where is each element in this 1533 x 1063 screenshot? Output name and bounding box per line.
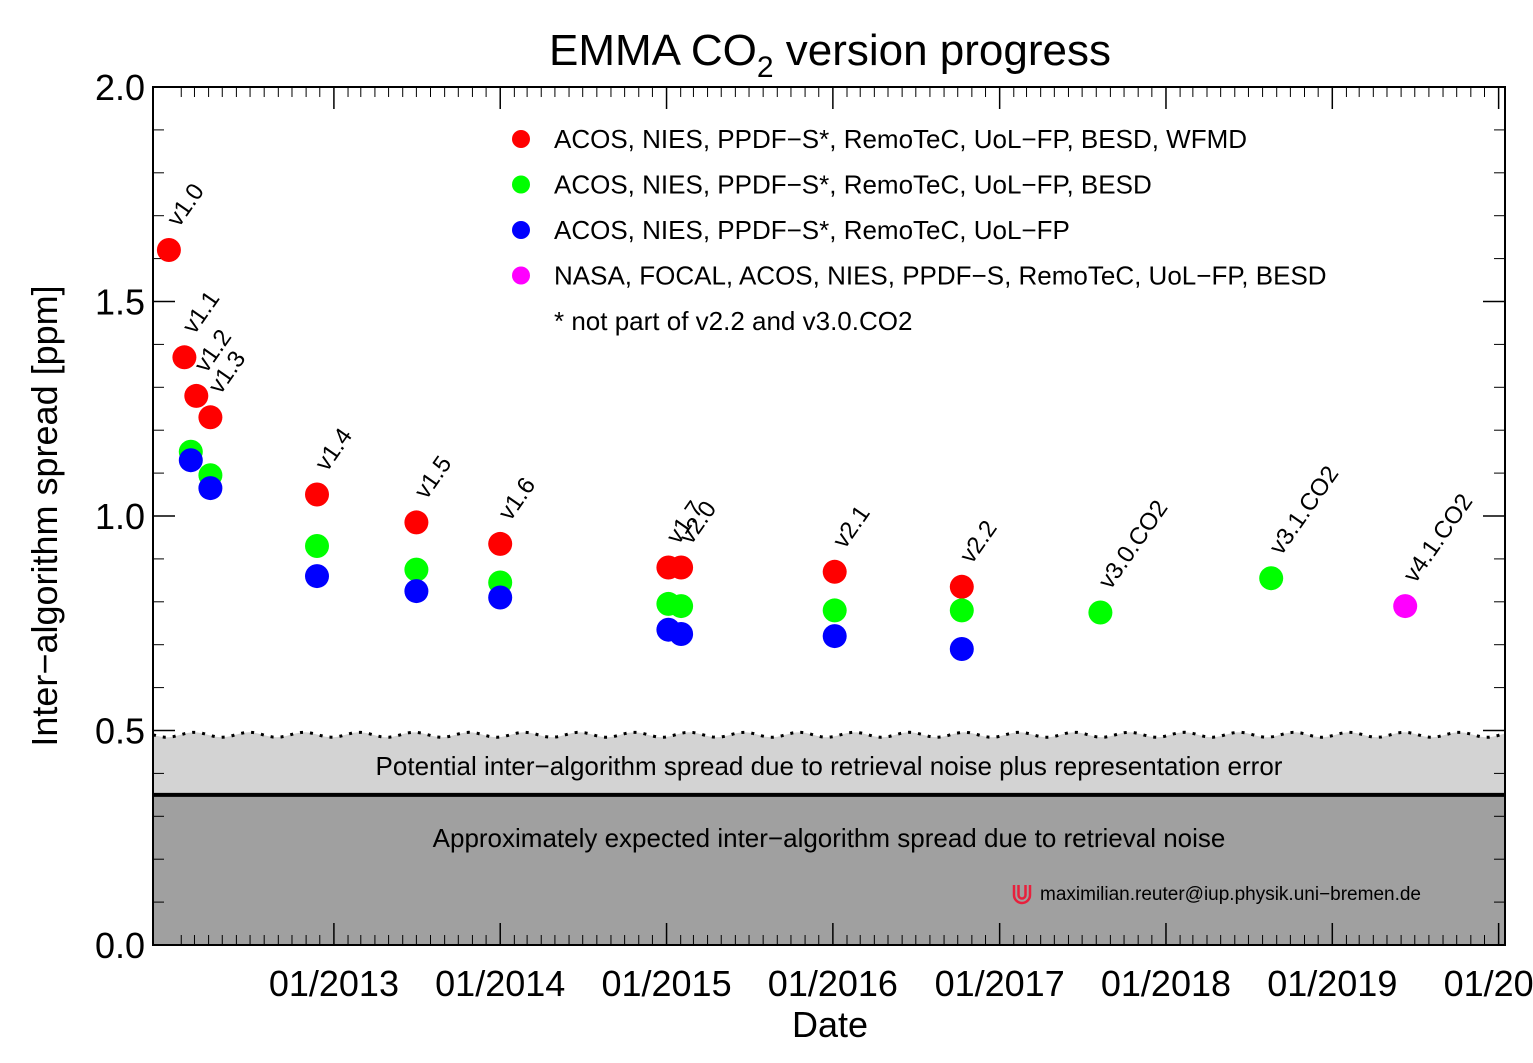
y-tick-label: 1.0 [95,496,145,537]
legend-note: * not part of v2.2 and v3.0.CO2 [554,306,912,336]
data-points [156,238,1418,661]
point-series-1 [949,574,974,599]
credit-email: maximilian.reuter@iup.physik.uni−bremen.… [1040,884,1421,905]
point-series-3 [669,622,694,646]
point-series-3 [488,585,513,610]
chart-title-subscript: 2 [757,51,774,84]
version-label: v1.5 [409,451,457,504]
version-label: v2.2 [955,516,1003,569]
x-tick-label: 01/2019 [1267,963,1397,1004]
point-series-1 [404,510,429,535]
point-series-2 [305,534,329,558]
version-label: v3.1.CO2 [1264,461,1344,560]
legend-entry-1: ACOS, NIES, PPDF−S*, RemoTeC, UoL−FP, BE… [554,124,1247,154]
point-series-1 [305,482,329,507]
x-tick-label: 01/2016 [768,963,898,1004]
y-tick-label: 1.5 [95,282,145,323]
chart-title-rest: version progress [774,26,1111,75]
point-series-2 [404,557,429,582]
x-axis-label: Date [792,1004,868,1045]
y-tick-label: 0.5 [95,711,145,752]
version-label: v1.0 [162,179,210,232]
credit: maximilian.reuter@iup.physik.uni−bremen.… [1012,884,1421,905]
point-series-3 [198,476,223,501]
point-series-3 [178,448,203,473]
point-series-1 [669,555,694,580]
x-tick-label: 01/2015 [601,963,731,1004]
point-series-3 [949,637,974,661]
chart-title-main: EMMA CO [549,26,757,75]
legend: ACOS, NIES, PPDF−S*, RemoTeC, UoL−FP, BE… [512,124,1327,336]
x-tick-label: 01/2018 [1101,963,1231,1004]
legend-entry-3: ACOS, NIES, PPDF−S*, RemoTeC, UoL−FP [554,215,1070,245]
axes: 0.0 0.5 1.0 1.5 2.0 01/2013 01/2014 01/2015 01/2… [95,67,1533,1004]
point-series-3 [305,564,329,589]
y-axis-label: Inter−algorithm spread [ppm] [24,285,65,746]
expected-spread-band [153,794,1505,945]
point-series-1 [172,345,197,370]
point-series-2 [669,594,694,619]
point-series-3 [404,579,429,604]
x-tick-label: 01/202 [1444,963,1533,1004]
point-series-1 [184,383,209,408]
uni-bremen-logo-icon [1012,885,1032,905]
point-series-2 [822,598,847,623]
x-tick-label: 01/2017 [935,963,1065,1004]
legend-entry-4: NASA, FOCAL, ACOS, NIES, PPDF−S, RemoTeC… [554,261,1327,291]
point-series-3 [822,624,847,649]
logo-arc-inner [1017,885,1027,900]
chart-title: EMMA CO2 version progress [549,26,1111,84]
legend-entry-2: ACOS, NIES, PPDF−S*, RemoTeC, UoL−FP, BE… [554,170,1152,200]
point-series-2 [1259,566,1284,591]
y-tick-label: 0.0 [95,925,145,966]
version-label: v2.1 [827,501,875,554]
version-label: v3.0.CO2 [1093,495,1173,594]
logo-arc-outer [1012,885,1032,905]
noise-bands: Potential inter−algorithm spread due to … [152,730,1506,945]
point-series-1 [156,238,181,262]
x-tick-label: 01/2013 [269,963,399,1004]
legend-marker-2 [512,175,530,194]
point-series-1 [488,531,513,556]
potential-spread-label: Potential inter−algorithm spread due to … [376,751,1283,781]
version-label: v1.6 [493,473,541,526]
x-tick-label: 01/2014 [435,963,565,1004]
version-label: v4.1.CO2 [1398,489,1478,588]
point-series-4 [1393,594,1418,619]
legend-marker-3 [512,221,530,239]
point-series-1 [822,559,847,584]
expected-spread-label: Approximately expected inter−algorithm s… [433,823,1226,853]
version-label: v1.4 [310,423,358,476]
y-tick-label: 2.0 [95,67,145,108]
point-series-1 [198,405,223,430]
point-series-2 [949,598,974,623]
legend-marker-4 [512,266,530,285]
point-series-2 [1088,600,1113,625]
legend-marker-1 [512,130,530,148]
